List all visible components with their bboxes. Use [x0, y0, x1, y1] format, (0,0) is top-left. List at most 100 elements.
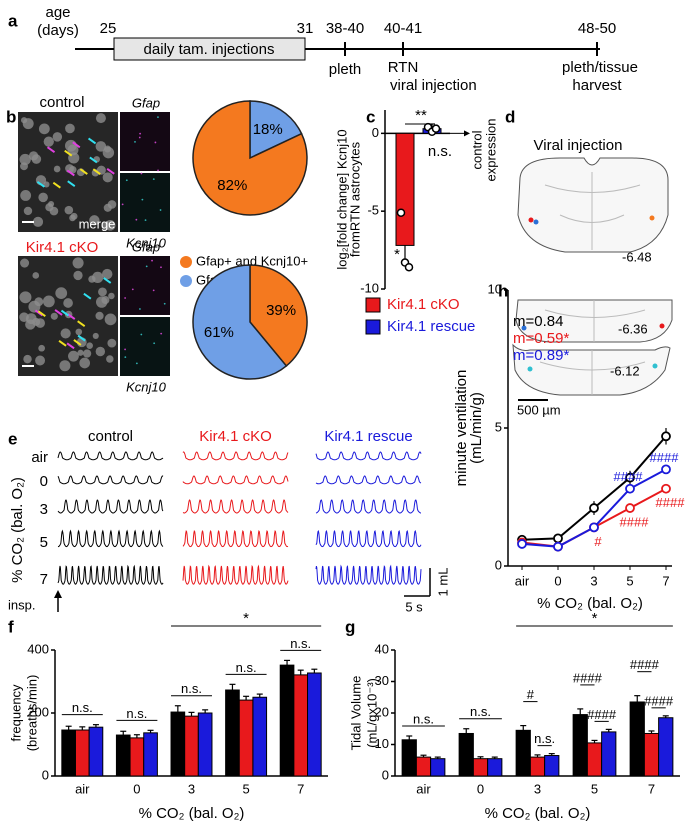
- y-tick-label: 10: [375, 736, 389, 751]
- cell: [102, 268, 113, 280]
- channel-signal: [157, 116, 159, 119]
- x-tick-label: 7: [648, 781, 655, 796]
- pie-label: 61%: [204, 324, 234, 341]
- cell: [103, 203, 112, 212]
- reference-label: control: [469, 130, 484, 169]
- significance-label: ####: [614, 469, 644, 484]
- data-point: [396, 208, 406, 217]
- data-point: [553, 541, 563, 552]
- cell-arrow: [66, 169, 75, 177]
- breathing-trace: [182, 475, 289, 485]
- panel-letter: g: [345, 617, 355, 636]
- bar: [487, 758, 503, 777]
- cell: [35, 355, 46, 366]
- x-tick-label: 0: [554, 573, 561, 588]
- legend-label: Gfap+ and Kcnj10+: [196, 253, 308, 268]
- insp-arrow-head: [54, 590, 62, 598]
- x-tick-label: 0: [133, 781, 140, 796]
- bar: [586, 742, 603, 777]
- breathing-trace: [315, 564, 422, 585]
- cell: [73, 270, 83, 281]
- channel-signal: [125, 179, 128, 182]
- merge-label: merge: [79, 216, 116, 231]
- event-label: pleth/tissue: [562, 59, 638, 76]
- cell-arrow: [103, 277, 112, 284]
- breathing-trace: [57, 475, 164, 485]
- legend-swatch: [365, 319, 381, 335]
- data-point: [625, 472, 635, 483]
- breathing-trace: [57, 529, 164, 548]
- condition-label: air: [31, 449, 48, 466]
- group-label: Kir4.1 cKO: [26, 239, 99, 256]
- channel-signal: [151, 259, 153, 262]
- significance-label: n.s.: [72, 700, 93, 715]
- cell-arrow: [77, 334, 86, 342]
- cell-arrow: [73, 339, 82, 346]
- group-label: control: [39, 94, 84, 111]
- cell: [55, 287, 68, 300]
- cell: [32, 272, 40, 279]
- channel-label: Gfap: [132, 95, 160, 110]
- bar: [430, 758, 446, 777]
- breathing-trace: [57, 451, 164, 461]
- y-tick-label: 20: [375, 704, 389, 719]
- x-tick-label: 3: [590, 573, 597, 588]
- condition-label: 3: [40, 501, 48, 518]
- channel-signal: [157, 169, 159, 172]
- cell: [95, 141, 107, 152]
- cell-arrow: [60, 309, 70, 317]
- cell: [89, 215, 100, 226]
- volume-scale-label: 1 mL: [435, 568, 450, 597]
- cell: [67, 144, 79, 156]
- cell: [19, 291, 32, 304]
- x-tick-label: 3: [188, 781, 195, 796]
- cell: [106, 355, 114, 363]
- x-tick-label: 5: [242, 781, 249, 796]
- cell-arrow: [34, 309, 44, 317]
- bar: [629, 701, 645, 777]
- cell: [28, 300, 41, 313]
- channel-signal: [139, 132, 142, 135]
- day-label: 31: [297, 20, 314, 37]
- breathing-trace: [182, 451, 289, 461]
- channel-signal: [152, 289, 155, 292]
- cell-arrow: [79, 168, 88, 175]
- data-point: [661, 431, 671, 442]
- x-axis-label: % CO₂ (bal. O₂): [485, 805, 591, 822]
- x-tick-label: 7: [297, 781, 304, 796]
- bar: [74, 729, 90, 777]
- micrograph-channel: [120, 173, 170, 232]
- cell: [95, 113, 106, 124]
- y-tick-label: 200: [27, 704, 49, 719]
- y-axis-label: (mL/min/g): [468, 392, 485, 464]
- x-axis-label: % CO₂ (bal. O₂): [537, 595, 643, 612]
- cell: [28, 151, 39, 161]
- pie-label: 82%: [217, 177, 247, 194]
- cell: [42, 295, 55, 308]
- legend-label: Kir4.1 rescue: [387, 318, 475, 335]
- channel-signal: [135, 218, 138, 221]
- bar: [401, 739, 417, 777]
- y-tick-label: 0: [382, 767, 389, 782]
- channel-signal: [159, 209, 162, 211]
- channel-signal: [163, 302, 166, 305]
- timeline-ticks: [344, 42, 598, 56]
- cell: [65, 123, 75, 134]
- cell: [50, 312, 58, 320]
- insp-label: insp.: [8, 597, 35, 612]
- condition-label: 7: [40, 571, 48, 588]
- cell-arrow: [92, 168, 101, 175]
- channel-signal: [154, 141, 157, 144]
- condition-label: 5: [40, 534, 48, 551]
- event-label: viral injection: [390, 77, 477, 94]
- cell: [75, 328, 83, 336]
- significance-label: *: [394, 246, 400, 263]
- channel-signal: [152, 178, 155, 180]
- channel-signal: [131, 288, 134, 291]
- cell-arrow: [52, 181, 61, 189]
- significance-label: n.s.: [534, 731, 555, 746]
- significance-label: *: [592, 610, 598, 627]
- cell-arrow: [67, 313, 76, 320]
- cell: [38, 192, 48, 203]
